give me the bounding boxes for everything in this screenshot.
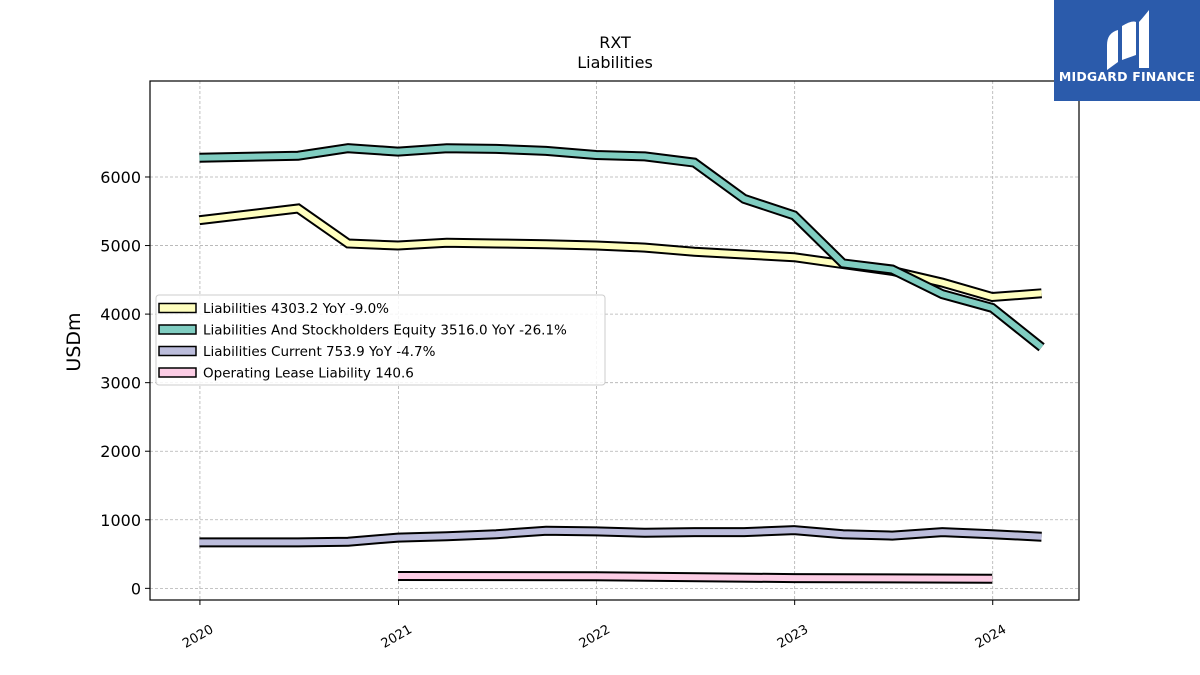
series-layer bbox=[198, 143, 1045, 584]
y-axis: 0 1000 2000 3000 4000 5000 6000 bbox=[100, 168, 150, 598]
series-line-liabilities-current bbox=[199, 527, 1042, 546]
y-axis-label: USDm bbox=[63, 312, 85, 371]
legend-swatch bbox=[158, 302, 197, 314]
y-tick-label: 5000 bbox=[100, 237, 141, 256]
legend-entry: Liabilities And Stockholders Equity 3516… bbox=[203, 323, 567, 339]
y-tick-label: 3000 bbox=[100, 374, 141, 393]
brand-name: MIDGARD FINANCE bbox=[1059, 69, 1195, 84]
legend-swatch bbox=[158, 367, 197, 378]
series-line-operating-lease-liability bbox=[397, 573, 993, 582]
legend-box bbox=[155, 294, 606, 386]
chart-title: RXT bbox=[599, 33, 631, 52]
y-tick-label: 1000 bbox=[100, 511, 141, 530]
logo-mark-icon bbox=[1107, 10, 1149, 70]
y-tick-label: 0 bbox=[131, 579, 141, 598]
legend-entry: Operating Lease Liability 140.6 bbox=[203, 366, 414, 382]
y-tick-label: 4000 bbox=[100, 305, 141, 324]
legend-entry: Liabilities 4303.2 YoY -9.0% bbox=[203, 301, 389, 317]
grid bbox=[150, 81, 1079, 600]
plot-frame bbox=[149, 80, 1080, 601]
legend-entry: Liabilities Current 753.9 YoY -4.7% bbox=[203, 344, 436, 360]
y-tick-label: 6000 bbox=[100, 168, 141, 187]
series-line-liabilities-and-stockholders-equity bbox=[199, 145, 1044, 350]
y-tick-label: 2000 bbox=[100, 442, 141, 461]
legend-swatch bbox=[158, 324, 197, 335]
legend: Liabilities 4303.2 YoY -9.0% Liabilities … bbox=[155, 294, 606, 386]
brand-logo: MIDGARD FINANCE bbox=[1054, 0, 1200, 101]
chart-subtitle: Liabilities bbox=[577, 53, 653, 72]
legend-swatch bbox=[158, 345, 197, 357]
